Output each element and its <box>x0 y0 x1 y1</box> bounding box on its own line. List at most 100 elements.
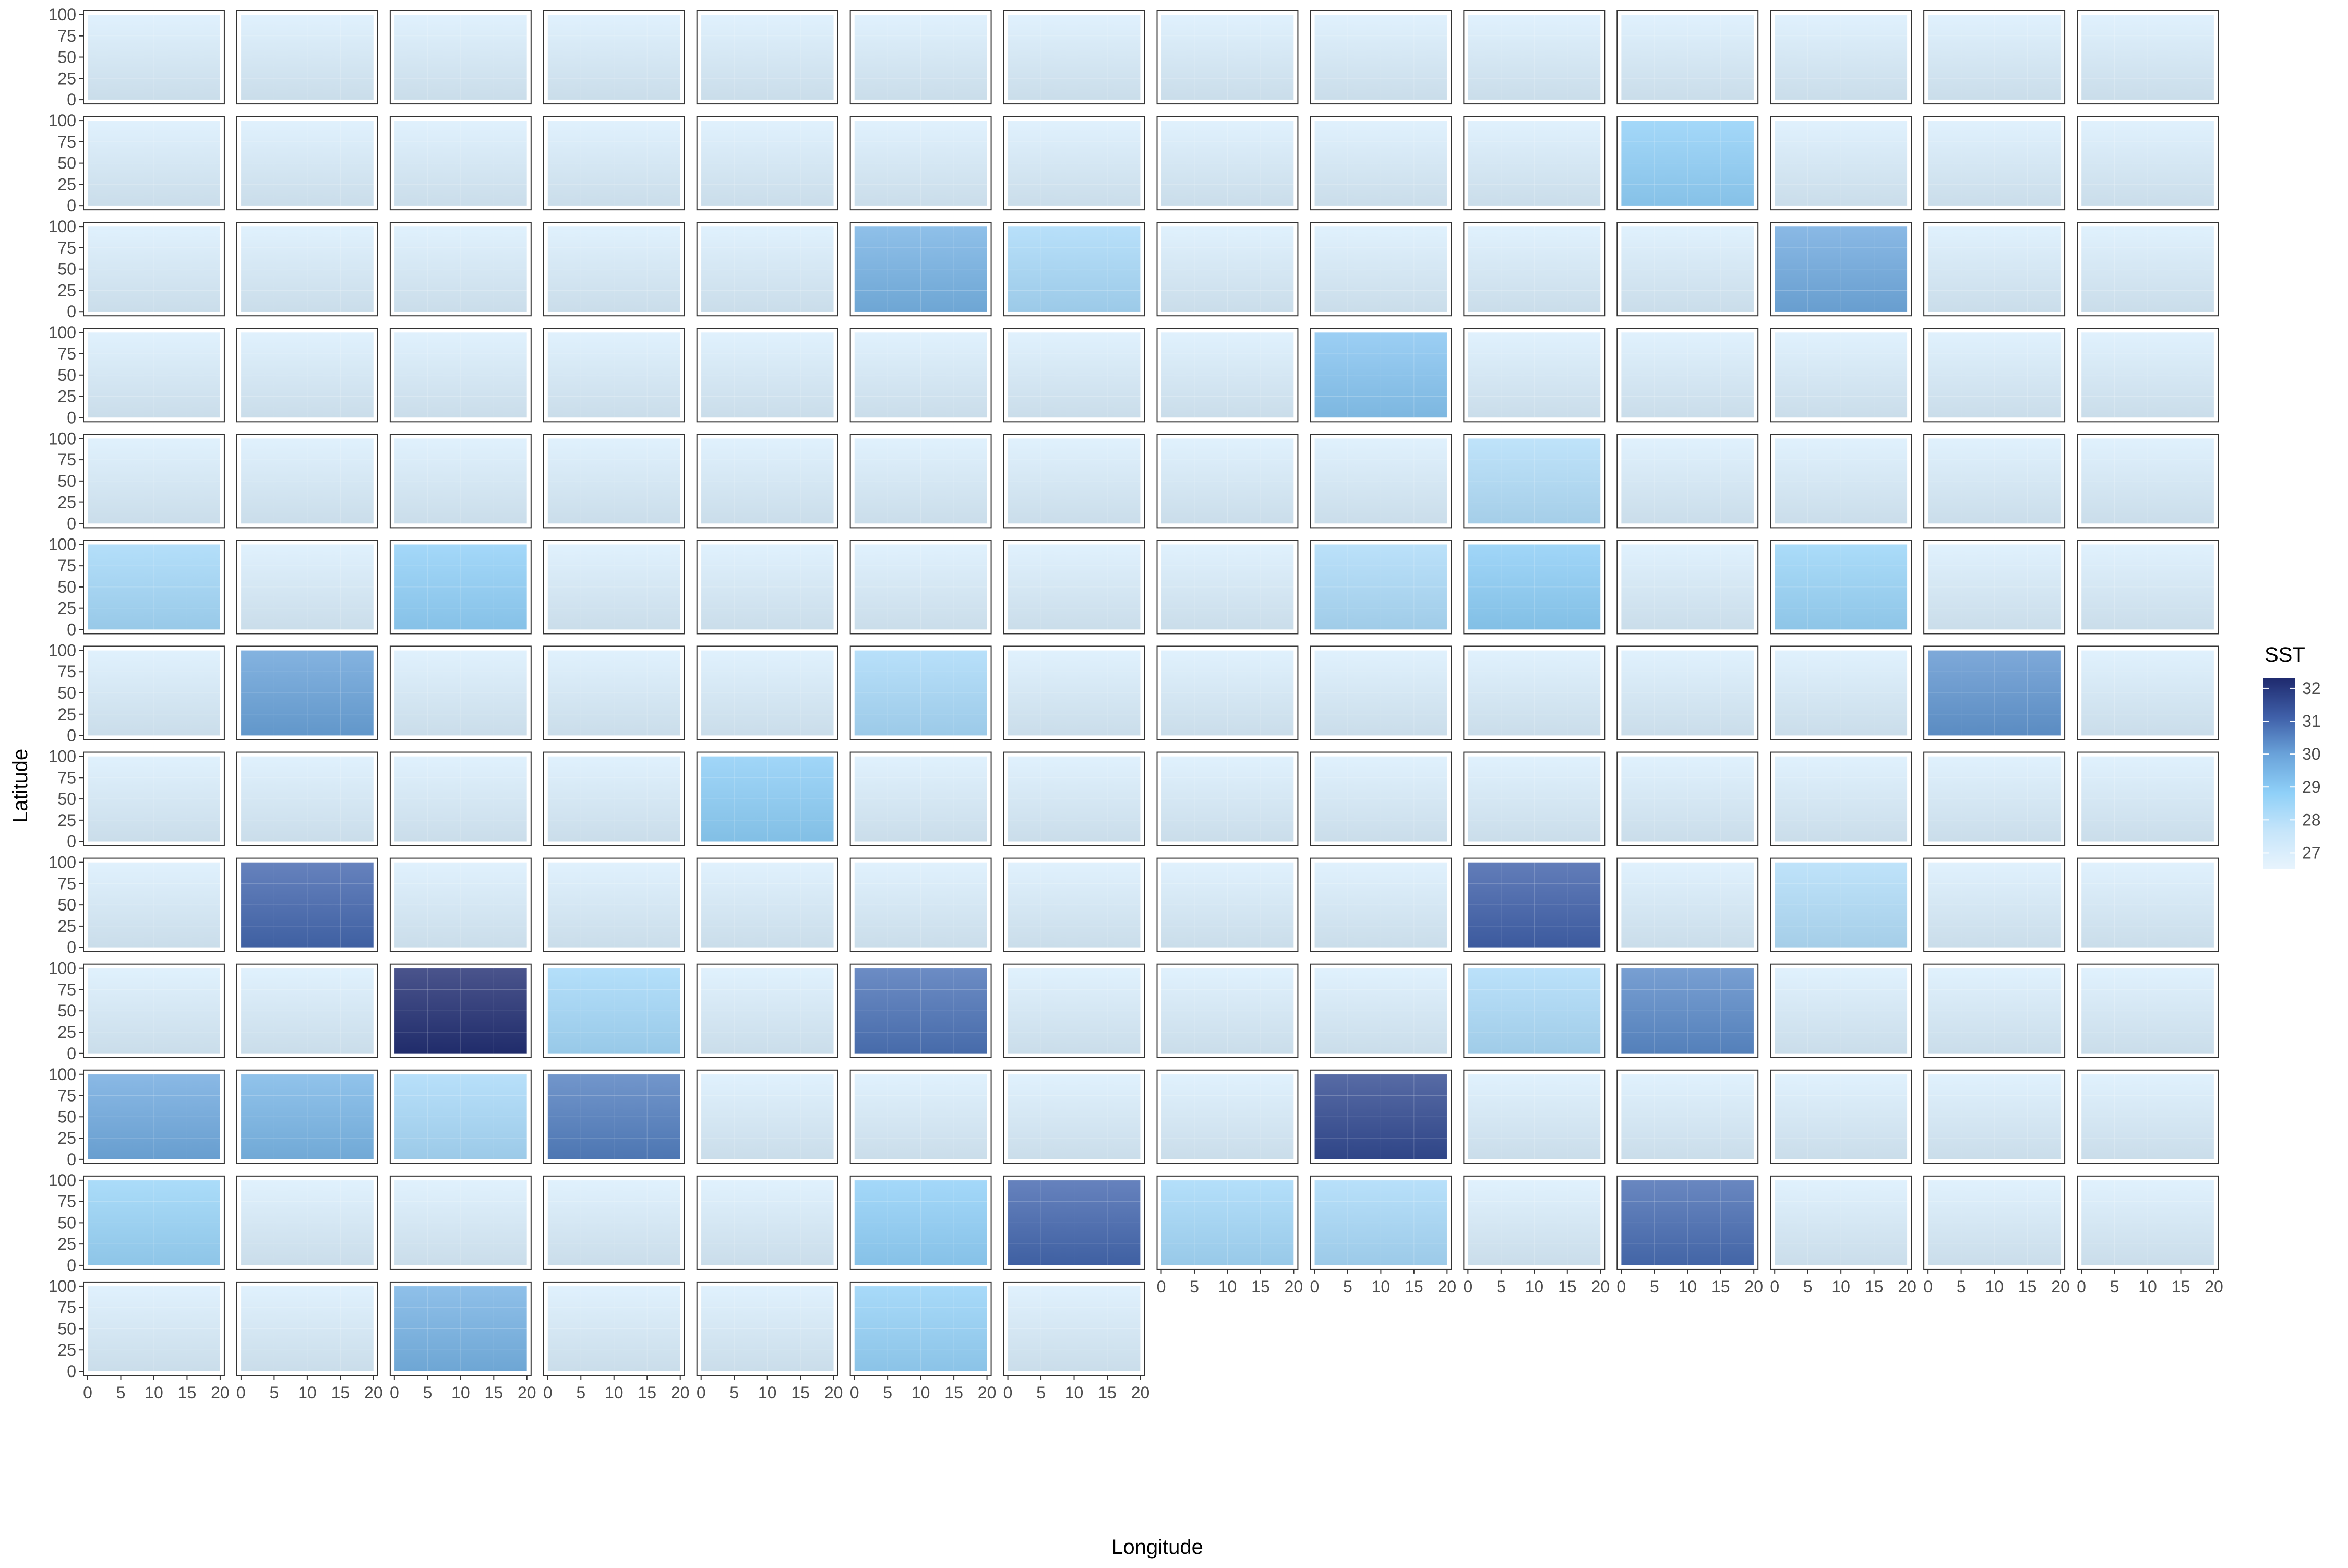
y-tick-label: 0 <box>67 514 76 533</box>
heatmap-tile <box>2081 332 2214 418</box>
facet-panel <box>83 222 225 317</box>
y-tick-label: 50 <box>57 1107 76 1126</box>
heatmap-tile <box>547 1286 680 1371</box>
heatmap-tile <box>1314 1074 1447 1159</box>
y-tick-label: 0 <box>67 832 76 851</box>
facet-panel <box>1770 1175 1912 1270</box>
heatmap-tile <box>547 544 680 630</box>
y-tick-label: 75 <box>57 27 76 45</box>
heatmap-tile <box>1621 121 1754 206</box>
legend-tick-label: 29 <box>2302 777 2321 796</box>
heatmap-tile <box>394 862 527 948</box>
x-tick-label: 15 <box>178 1383 197 1402</box>
x-tick-label: 15 <box>1098 1383 1117 1402</box>
facet-panel <box>696 1175 838 1270</box>
y-tick-label: 75 <box>57 1086 76 1105</box>
facet-panel <box>1156 857 1299 952</box>
facet-panel <box>83 434 225 529</box>
heatmap-tile <box>394 332 527 418</box>
heatmap-tile <box>1468 438 1601 524</box>
facet-panel <box>543 10 685 105</box>
facet-panel <box>1003 645 1145 740</box>
y-tick-label: 0 <box>67 408 76 427</box>
y-tick-label: 50 <box>57 1001 76 1020</box>
y-tick-label: 75 <box>57 1298 76 1317</box>
x-tick-label: 20 <box>1285 1277 1303 1296</box>
facet-panel <box>1156 1175 1299 1270</box>
x-tick-label: 0 <box>1923 1277 1933 1296</box>
x-tick-label: 20 <box>518 1383 536 1402</box>
facet-panel <box>543 1175 685 1270</box>
facet-panel <box>236 751 378 846</box>
y-tick-label: 0 <box>67 1150 76 1169</box>
x-tick-label: 10 <box>1525 1277 1544 1296</box>
x-tick-label: 10 <box>1678 1277 1697 1296</box>
facet-panel <box>1463 116 1606 211</box>
facet-panel <box>2077 963 2219 1058</box>
facet-panel <box>1463 857 1606 952</box>
heatmap-tile <box>1775 756 1908 842</box>
heatmap-tile <box>1008 121 1141 206</box>
x-tick-label: 10 <box>1372 1277 1391 1296</box>
heatmap-tile <box>1621 1180 1754 1265</box>
x-tick-label: 0 <box>2077 1277 2086 1296</box>
facet-panel <box>849 1175 992 1270</box>
facet-panel <box>2077 222 2219 317</box>
heatmap-tile <box>1621 1074 1754 1159</box>
facet-panel <box>543 645 685 740</box>
heatmap-tile <box>1928 15 2061 100</box>
facet-panel <box>1616 222 1759 317</box>
facet-panel <box>236 10 378 105</box>
facet-panel <box>1003 116 1145 211</box>
heatmap-tile <box>394 544 527 630</box>
heatmap-tile <box>241 1074 374 1159</box>
facet-panel <box>236 1175 378 1270</box>
facet-panel <box>1923 328 2066 423</box>
x-tick-label: 5 <box>1957 1277 1966 1296</box>
heatmap-tile <box>88 226 220 312</box>
heatmap-tile <box>1008 1180 1141 1265</box>
facet-panel <box>389 1069 532 1164</box>
heatmap-tile <box>241 968 374 1054</box>
y-tick-label: 25 <box>57 1023 76 1042</box>
x-tick-label: 15 <box>791 1383 810 1402</box>
heatmap-tile <box>1928 438 2061 524</box>
facet-panel <box>1003 222 1145 317</box>
facet-panel <box>1156 540 1299 635</box>
facet-panel <box>543 1281 685 1377</box>
x-tick-label: 10 <box>1831 1277 1850 1296</box>
facet-panel <box>696 540 838 635</box>
facet-panel <box>1463 222 1606 317</box>
legend-tick-label: 31 <box>2302 712 2321 731</box>
x-tick-label: 15 <box>1865 1277 1884 1296</box>
facet-panel <box>849 116 992 211</box>
heatmap-tile <box>2081 438 2214 524</box>
facet-panel <box>2077 434 2219 529</box>
heatmap-tile <box>1775 332 1908 418</box>
x-tick-label: 5 <box>883 1383 892 1402</box>
y-tick-label: 75 <box>57 450 76 469</box>
facet-panel <box>1923 1069 2066 1164</box>
facet-panel <box>1463 328 1606 423</box>
facet-panel <box>1310 1069 1452 1164</box>
heatmap-tile <box>1775 1074 1908 1159</box>
heatmap-tile <box>701 1180 834 1265</box>
heatmap-tile <box>88 15 220 100</box>
heatmap-tile <box>2081 650 2214 736</box>
heatmap-tile <box>1775 650 1908 736</box>
legend-tick-label: 30 <box>2302 745 2321 763</box>
y-tick-label: 50 <box>57 895 76 914</box>
x-tick-label: 0 <box>1770 1277 1779 1296</box>
facet-panel <box>696 751 838 846</box>
facet-panel <box>1310 963 1452 1058</box>
facet-panel <box>1616 963 1759 1058</box>
heatmap-tile <box>701 438 834 524</box>
heatmap-tile <box>1928 862 2061 948</box>
y-tick-label: 75 <box>57 768 76 787</box>
facet-panel <box>83 116 225 211</box>
heatmap-tile <box>701 650 834 736</box>
heatmap-tile <box>1621 15 1754 100</box>
x-tick-label: 20 <box>211 1383 230 1402</box>
x-tick-label: 0 <box>850 1383 859 1402</box>
heatmap-tile <box>854 332 987 418</box>
